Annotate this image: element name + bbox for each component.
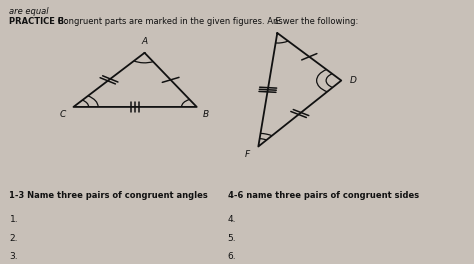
- Text: F: F: [245, 150, 250, 159]
- Text: 1.: 1.: [9, 215, 18, 224]
- Text: E: E: [274, 17, 280, 26]
- Text: 3.: 3.: [9, 252, 18, 261]
- Text: are equal: are equal: [9, 7, 49, 16]
- Text: PRACTICE B:: PRACTICE B:: [9, 17, 68, 26]
- Text: C: C: [59, 110, 65, 119]
- Text: Congruent parts are marked in the given figures. Answer the following:: Congruent parts are marked in the given …: [55, 17, 358, 26]
- Text: 5.: 5.: [228, 234, 236, 243]
- Text: B: B: [203, 110, 209, 119]
- Text: 4-6 name three pairs of congruent sides: 4-6 name three pairs of congruent sides: [228, 191, 419, 200]
- Text: 6.: 6.: [228, 252, 236, 261]
- Text: 1-3 Name three pairs of congruent angles: 1-3 Name three pairs of congruent angles: [9, 191, 208, 200]
- Text: D: D: [349, 76, 356, 85]
- Text: 4.: 4.: [228, 215, 236, 224]
- Text: A: A: [142, 37, 147, 46]
- Text: 2.: 2.: [9, 234, 18, 243]
